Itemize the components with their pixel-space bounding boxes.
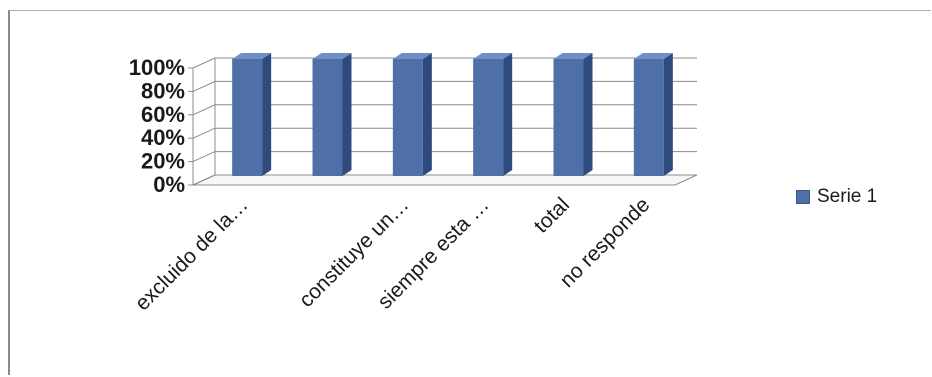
bar	[633, 53, 673, 176]
y-tick-label: 100%	[129, 55, 185, 80]
bar	[392, 53, 432, 176]
x-axis-categories: excluido de la… constituye un…siempre est…	[131, 193, 655, 315]
y-tick-label: 20%	[141, 149, 185, 174]
bar-series	[232, 53, 673, 176]
bar	[312, 53, 352, 176]
bar-front	[633, 59, 664, 176]
y-tick-label: 0%	[153, 172, 185, 197]
bar-front	[232, 59, 263, 176]
bar-front	[473, 59, 504, 176]
bar	[553, 53, 593, 176]
y-axis-ticks: 0%20%40%60%80%100%	[129, 55, 193, 197]
bar-top	[312, 53, 352, 59]
legend: Serie 1	[796, 186, 877, 208]
bar-side	[342, 53, 352, 176]
legend-swatch	[796, 190, 810, 204]
bar-front	[553, 59, 584, 176]
bar-side	[422, 53, 432, 176]
bar-side	[503, 53, 513, 176]
gridline	[192, 80, 697, 92]
y-tick-label: 60%	[141, 102, 185, 127]
bar-front	[312, 59, 343, 176]
y-tick-label: 40%	[141, 125, 185, 150]
bar	[232, 53, 272, 176]
x-category-label: excluido de la…	[131, 193, 253, 315]
gridline	[192, 104, 697, 116]
chart-grid	[192, 57, 698, 186]
x-category-label: total	[530, 193, 574, 237]
bar-top	[232, 53, 272, 59]
bar-top	[473, 53, 513, 59]
bar-top	[553, 53, 593, 59]
gridline	[192, 174, 697, 186]
gridline	[192, 57, 697, 69]
bar-top	[392, 53, 432, 59]
chart-floor	[192, 174, 698, 186]
bar-side	[262, 53, 272, 176]
bar-top	[633, 53, 673, 59]
chart-frame	[8, 10, 931, 375]
y-tick-label: 80%	[141, 78, 185, 103]
bar-side	[583, 53, 593, 176]
bar-front	[392, 59, 423, 176]
gridline	[192, 151, 697, 163]
bar-side	[663, 53, 673, 176]
legend-label: Serie 1	[817, 186, 878, 207]
bar	[473, 53, 513, 176]
gridline	[192, 127, 697, 139]
